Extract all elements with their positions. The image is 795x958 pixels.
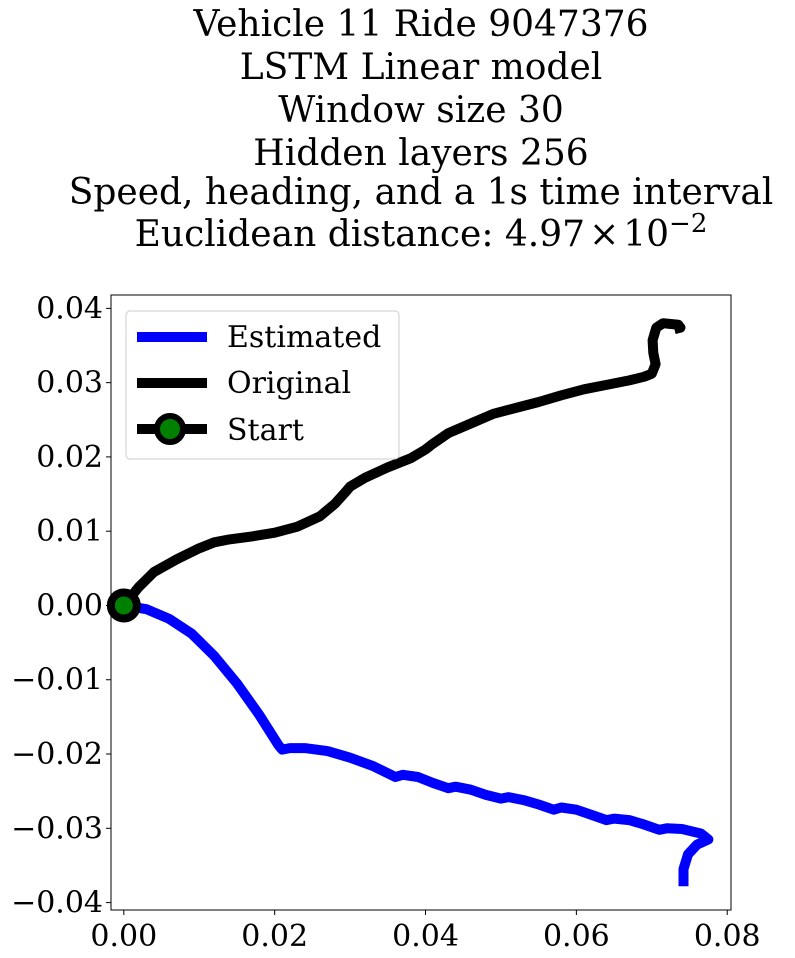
- title-line-3: Window size 30: [278, 90, 564, 131]
- y-tick-label: −0.03: [11, 811, 103, 846]
- legend-original-label: Original: [227, 366, 351, 401]
- legend-box: [125, 310, 400, 460]
- start-marker: [106, 588, 141, 623]
- chart-title: Vehicle 11 Ride 9047376 LSTM Linear mode…: [69, 4, 774, 255]
- metric-mantissa: 4.97: [505, 214, 585, 255]
- x-tick-label: 0.08: [694, 919, 761, 954]
- metric-base: 10: [623, 214, 669, 255]
- legend-start-marker: [154, 413, 186, 445]
- y-tick-label: −0.01: [11, 663, 103, 698]
- x-axis: 0.00 0.02 0.04 0.06 0.08: [90, 910, 761, 954]
- x-tick-label: 0.04: [392, 919, 459, 954]
- y-tick-label: 0.04: [36, 291, 103, 326]
- y-tick-label: 0.01: [36, 514, 103, 549]
- legend-start-label: Start: [227, 413, 304, 448]
- y-tick-label: −0.02: [11, 737, 103, 772]
- metric-prefix: Euclidean distance:: [135, 214, 505, 255]
- x-tick-label: 0.02: [241, 919, 308, 954]
- series-line-estimated: [122, 600, 714, 887]
- title-line-metric: Euclidean distance: 4.97 × 10−2: [135, 209, 708, 255]
- title-line-4: Hidden layers 256: [253, 133, 588, 174]
- legend-estimated-label: Estimated: [227, 320, 381, 355]
- legend: Estimated Original Start: [125, 310, 400, 460]
- title-line-1: Vehicle 11 Ride 9047376: [192, 4, 648, 45]
- y-tick-label: 0.00: [36, 588, 103, 623]
- title-line-2: LSTM Linear model: [240, 47, 603, 88]
- x-tick-label: 0.00: [90, 919, 157, 954]
- series-line-original: [119, 318, 686, 609]
- x-tick-label: 0.06: [543, 919, 610, 954]
- y-tick-label: 0.03: [36, 366, 103, 401]
- metric-exponent: −2: [669, 209, 707, 239]
- y-tick-label: −0.04: [11, 886, 103, 921]
- y-axis: 0.04 0.03 0.02 0.01 0.00 −0.01 −0.02 −0.03 −0.04: [11, 291, 111, 921]
- y-tick-label: 0.02: [36, 440, 103, 475]
- metric-times: ×: [589, 214, 619, 255]
- title-line-5: Speed, heading, and a 1s time interval: [69, 172, 774, 213]
